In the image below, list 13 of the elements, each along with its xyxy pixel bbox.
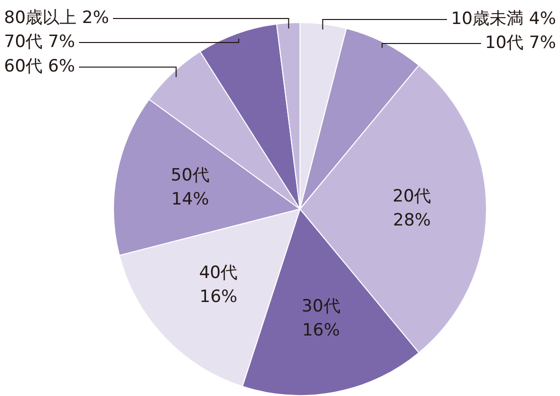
data-label: 14% bbox=[171, 189, 209, 210]
slice-label: 30代 bbox=[302, 296, 340, 316]
slice-label: 60代 6% bbox=[4, 56, 76, 77]
slice-label: 80歳以上 2% bbox=[4, 8, 110, 28]
slice-label: 50代 bbox=[170, 165, 210, 186]
slice-label: 40代 bbox=[199, 263, 238, 284]
slice-label: 20代 bbox=[392, 186, 432, 206]
data-label: 16% bbox=[302, 320, 340, 340]
slice-label: 70代 7% bbox=[4, 32, 76, 52]
slice-label: 10歳未満 4% bbox=[450, 8, 556, 29]
data-label: 28% bbox=[393, 210, 431, 230]
slice-label: 10代 7% bbox=[484, 32, 556, 53]
data-label: 16% bbox=[200, 287, 238, 308]
